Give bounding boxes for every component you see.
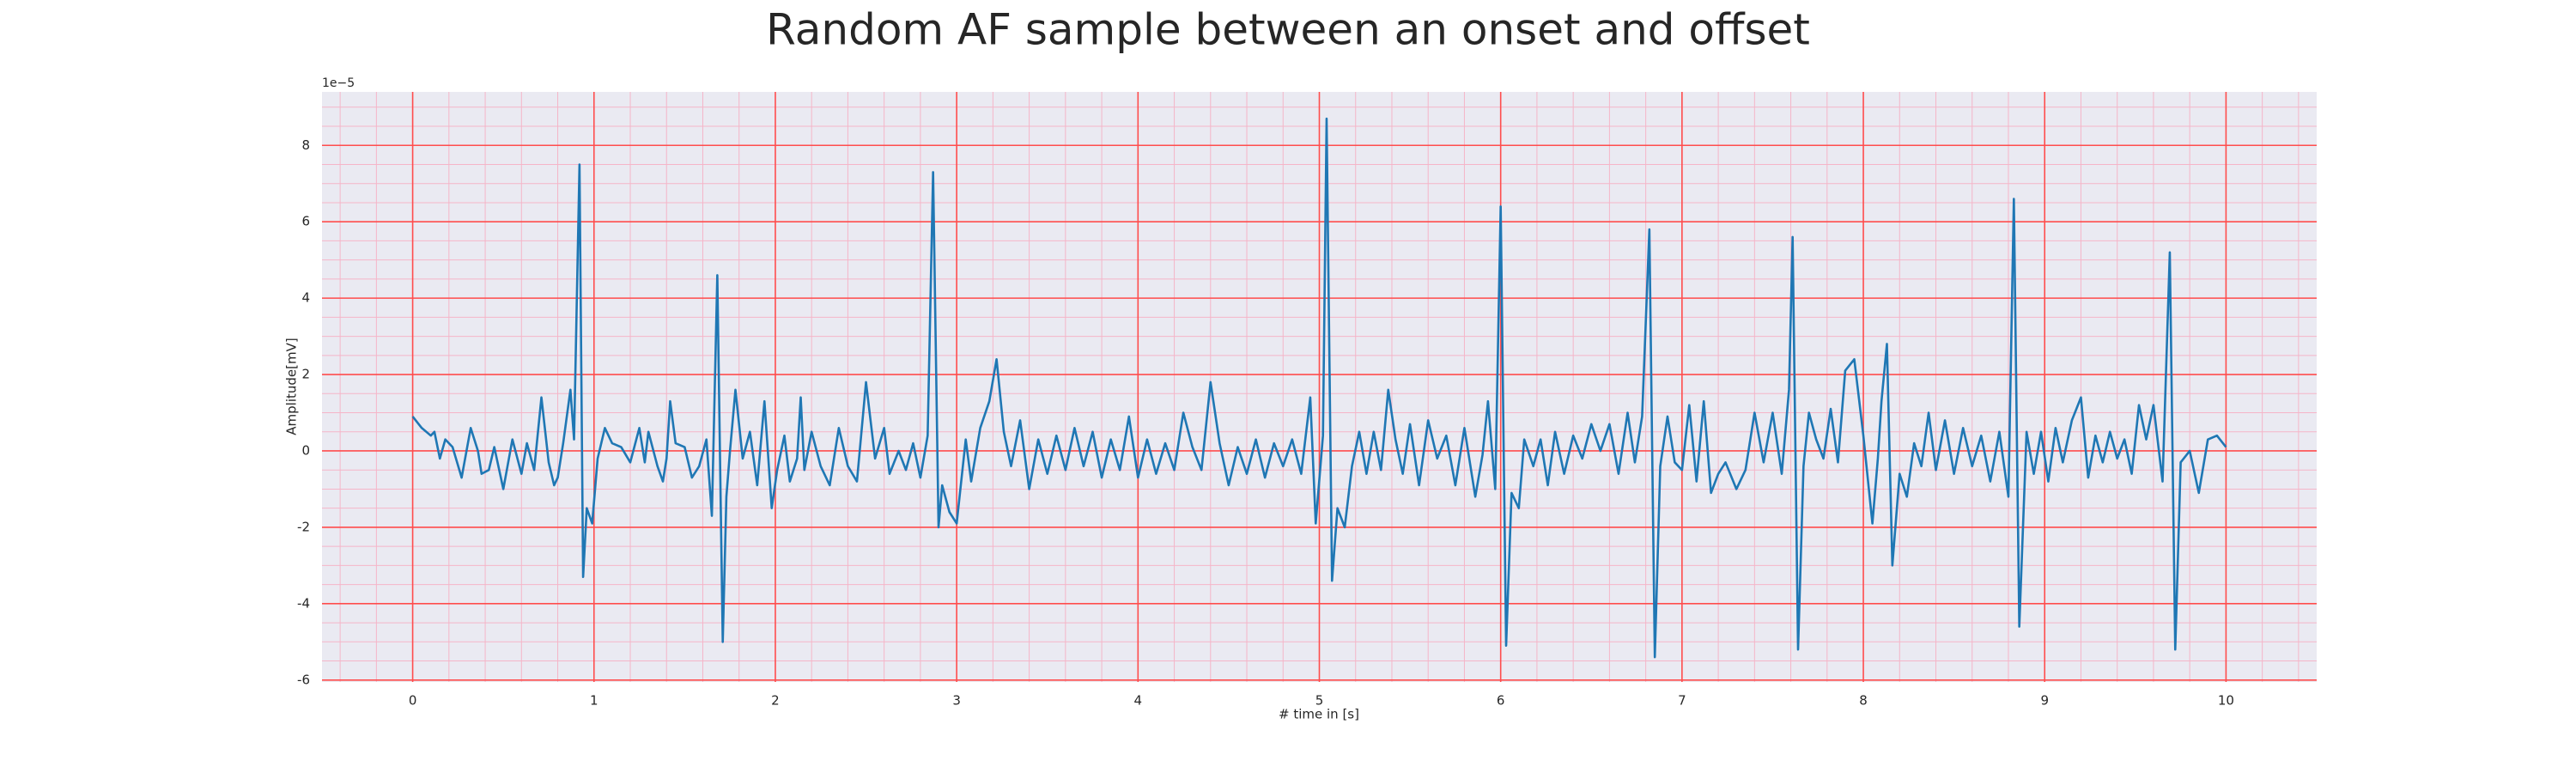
x-tick-label: 10 (2218, 693, 2234, 709)
y-tick-label: 0 (301, 442, 310, 458)
x-tick-label: 4 (1134, 693, 1143, 709)
x-tick-label: 7 (1678, 693, 1686, 709)
x-tick-label: 3 (952, 693, 961, 709)
y-axis-label: Amplitude[mV] (284, 338, 300, 435)
x-tick-label: 1 (590, 693, 598, 709)
y-tick-label: 8 (301, 137, 310, 153)
chart-title: Random AF sample between an onset and of… (766, 5, 1810, 55)
x-tick-label: 2 (771, 693, 780, 709)
y-tick-label: -4 (297, 595, 310, 611)
data-line (411, 117, 2227, 659)
x-tick-label: 6 (1497, 693, 1505, 709)
y-tick-label: -2 (297, 519, 310, 534)
x-tick-label: 5 (1315, 693, 1324, 709)
x-tick-label: 0 (409, 693, 417, 709)
x-axis-label: # time in [s] (1279, 707, 1359, 722)
y-offset-label: 1e−5 (322, 76, 355, 90)
y-tick-label: -6 (297, 672, 310, 687)
y-tick-label: 2 (301, 367, 310, 382)
x-tick-label: 9 (2040, 693, 2049, 709)
y-tick-label: 6 (301, 214, 310, 229)
y-tick-label: 4 (301, 290, 310, 306)
x-tick-label: 8 (1859, 693, 1868, 709)
